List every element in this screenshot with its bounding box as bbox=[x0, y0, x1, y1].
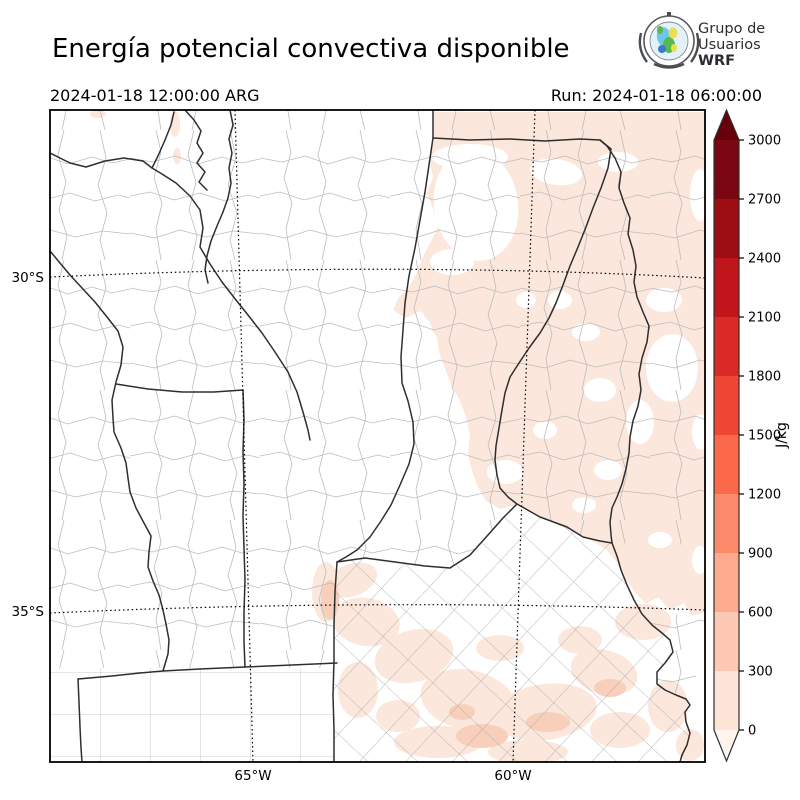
graticule bbox=[50, 110, 705, 762]
colorbar-tick-label: 900 bbox=[748, 547, 773, 562]
la-pampa-department-grid bbox=[50, 668, 334, 762]
page-title: Energía potencial convectiva disponible bbox=[52, 34, 570, 64]
colorbar-segment bbox=[714, 376, 739, 435]
globe-icon bbox=[638, 12, 700, 69]
colorbar-segment bbox=[714, 612, 739, 671]
colorbar-under-arrow bbox=[714, 730, 739, 761]
map-panel bbox=[50, 110, 705, 762]
map-frame bbox=[49, 109, 706, 763]
logo-line-1: Grupo de bbox=[698, 21, 765, 37]
province-boundaries bbox=[50, 110, 691, 762]
gridline-60w bbox=[512, 110, 536, 762]
colorbar-segment bbox=[714, 671, 739, 730]
colorbar-tick-label: 0 bbox=[748, 724, 756, 739]
colorbar-segment bbox=[714, 258, 739, 317]
run-time-label: Run: 2024-01-18 06:00:00 bbox=[551, 86, 762, 105]
colorbar-tick-label: 2400 bbox=[748, 252, 781, 267]
colorbar-ticks: 0 300 600 900 1200 1500 1800 2100 2400 2700 3000 bbox=[739, 134, 781, 739]
lat-tick-35s: 35°S bbox=[12, 604, 45, 620]
colorbar-segment bbox=[714, 317, 739, 376]
colorbar-over-arrow bbox=[714, 110, 739, 140]
logo-line-3: WRF bbox=[698, 53, 735, 69]
colorbar-units-label: J/kg bbox=[774, 422, 790, 449]
colorbar-segment bbox=[714, 199, 739, 258]
lon-tick-65w: 65°W bbox=[234, 768, 271, 784]
gridline-65w bbox=[234, 110, 254, 762]
colorbar: 0 300 600 900 1200 1500 1800 2100 2400 2700 3000 J… bbox=[713, 108, 790, 763]
colorbar-segment bbox=[714, 494, 739, 553]
colorbar-segment bbox=[714, 553, 739, 612]
colorbar-tick-label: 3000 bbox=[748, 134, 781, 149]
colorbar-tick-label: 2700 bbox=[748, 193, 781, 208]
wrf-users-group-logo: Grupo de Usuarios WRF bbox=[638, 12, 765, 69]
colorbar-tick-label: 1500 bbox=[748, 429, 781, 444]
colorbar-tick-label: 300 bbox=[748, 665, 773, 680]
lat-tick-30s: 30°S bbox=[12, 270, 45, 286]
logo-line-2: Usuarios bbox=[698, 37, 761, 53]
axis-labels: 30°S 35°S 65°W 60°W bbox=[12, 270, 532, 784]
colorbar-tick-label: 1200 bbox=[748, 488, 781, 503]
valid-time-label: 2024-01-18 12:00:00 ARG bbox=[50, 86, 259, 105]
colorbar-segment bbox=[714, 140, 739, 199]
colorbar-segment bbox=[714, 435, 739, 494]
colorbar-tick-label: 600 bbox=[748, 606, 773, 621]
header: Energía potencial convectiva disponible … bbox=[50, 12, 765, 105]
colorbar-tick-label: 1800 bbox=[748, 370, 781, 385]
gridline-30s bbox=[50, 268, 705, 279]
colorbar-tick-label: 2100 bbox=[748, 311, 781, 326]
colorbar-segments bbox=[714, 110, 739, 761]
lon-tick-60w: 60°W bbox=[494, 768, 531, 784]
